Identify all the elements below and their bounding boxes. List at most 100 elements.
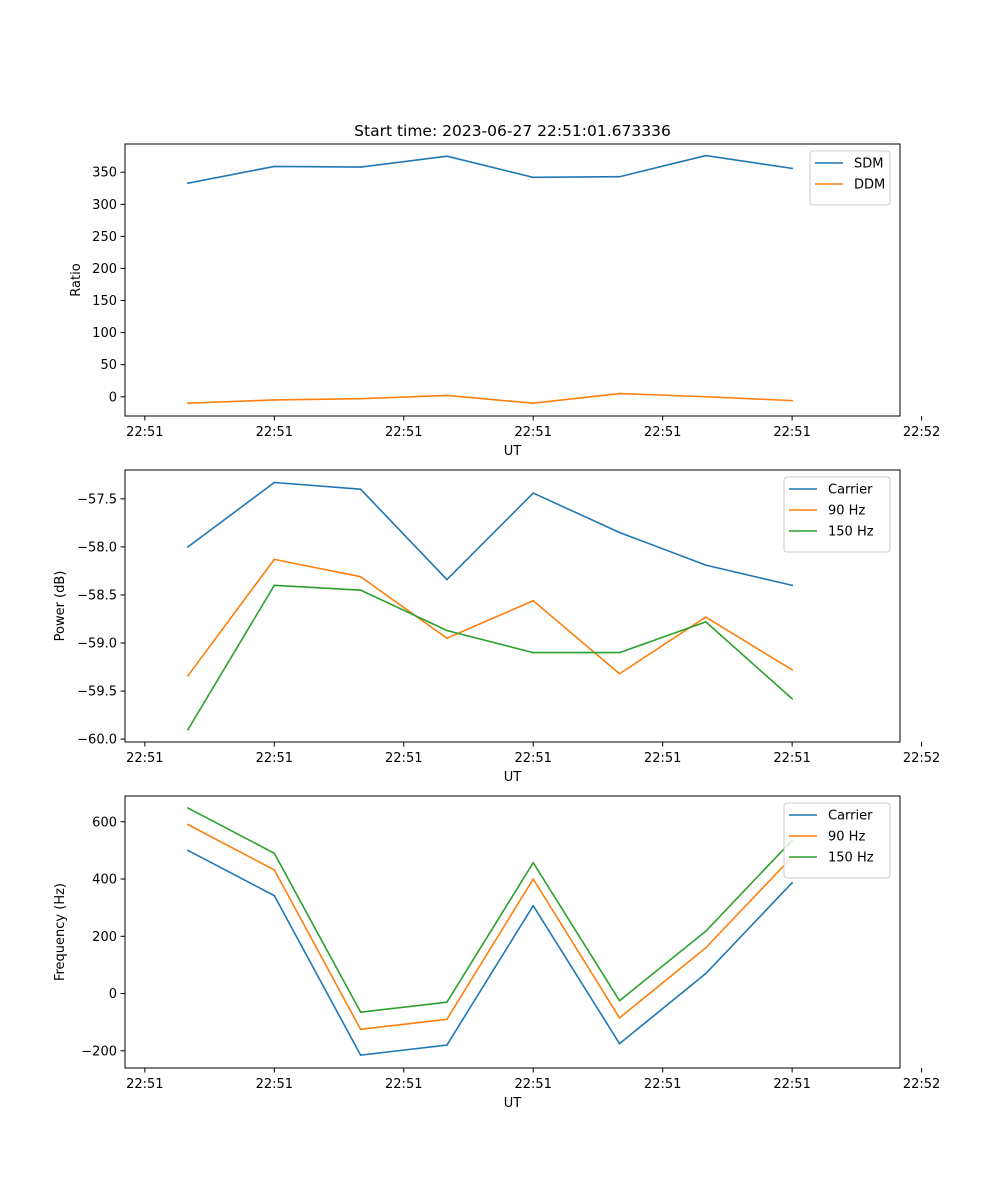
data-point-ddm-7 [705, 395, 707, 398]
x-tick-label: 22:51 [126, 425, 163, 440]
y-tick-label: 100 [92, 326, 117, 341]
x-tick-label: 22:51 [256, 751, 293, 766]
data-point-carrier-8 [791, 881, 793, 884]
y-tick-label: 200 [92, 930, 117, 945]
y-tick-label: −60.0 [77, 733, 117, 748]
x-tick-label: 22:51 [644, 751, 681, 766]
data-point-150-hz-3 [359, 1011, 362, 1013]
x-tick-label: 22:51 [514, 425, 551, 440]
data-point-carrier-3 [359, 1054, 362, 1056]
data-point-90-hz-8 [791, 669, 793, 671]
legend: Carrier 90 Hz 150 Hz [783, 476, 891, 553]
y-tick-label: 50 [100, 358, 117, 373]
legend-label: DDM [854, 178, 885, 193]
series-line-sdm [187, 154, 794, 185]
data-point-sdm-4 [446, 155, 448, 157]
data-point-150-hz-6 [618, 651, 621, 654]
data-point-carrier-4 [446, 1044, 448, 1046]
x-axis-label: UT [504, 444, 522, 459]
data-point-150-hz-4 [446, 1001, 448, 1003]
legend-label: 150 Hz [828, 851, 874, 866]
data-point-carrier-7 [705, 564, 707, 566]
data-point-150-hz-7 [705, 621, 707, 623]
data-point-150-hz-5 [532, 861, 535, 864]
x-tick-label: 22:51 [514, 751, 551, 766]
x-axis-label: UT [504, 1096, 522, 1111]
data-point-ddm-8 [791, 399, 793, 402]
x-tick-label: 22:51 [256, 425, 293, 440]
subplot-2: 22:51 22:51 22:51 22:51 22:51 22:51 22:52 −60.0… [53, 469, 940, 785]
y-tick-label: 150 [92, 294, 117, 309]
data-point-150-hz-5 [532, 651, 535, 654]
data-point-150-hz-8 [791, 697, 793, 700]
data-point-ddm-2 [273, 399, 276, 401]
x-tick-label: 22:51 [385, 751, 422, 766]
data-point-sdm-1 [187, 182, 189, 184]
data-point-150-hz-7 [705, 930, 707, 932]
data-point-150-hz-2 [273, 584, 276, 587]
data-point-ddm-6 [618, 392, 621, 395]
data-point-carrier-1 [187, 849, 189, 852]
series-line-carrier [186, 849, 794, 1056]
data-point-150-hz-2 [273, 852, 276, 855]
data-point-carrier-7 [705, 972, 707, 975]
data-point-sdm-5 [532, 176, 535, 179]
subplot-3: 22:51 22:51 22:51 22:51 22:51 22:51 22:52 −200 0… [53, 795, 940, 1111]
data-point-150-hz-1 [187, 807, 189, 809]
data-point-90-hz-5 [532, 878, 535, 880]
subplots: 22:51 22:51 22:51 22:51 22:51 22:51 22:52 0 50 10… [53, 143, 940, 1111]
data-point-ddm-1 [187, 402, 189, 404]
data-point-sdm-6 [618, 175, 621, 178]
data-point-carrier-2 [273, 894, 276, 897]
series-line-carrier [186, 481, 794, 587]
data-point-90-hz-3 [359, 575, 362, 578]
series-line-ddm [187, 392, 793, 404]
x-tick-label: 22:51 [644, 1077, 681, 1092]
legend: Carrier 90 Hz 150 Hz [783, 802, 891, 879]
legend-box [809, 150, 891, 206]
data-point-90-hz-5 [532, 599, 535, 602]
data-point-ddm-3 [359, 397, 362, 400]
y-axis-label: Frequency (Hz) [53, 883, 68, 981]
data-point-carrier-6 [618, 1042, 621, 1045]
y-tick-label: −57.5 [77, 492, 117, 507]
legend-label: 90 Hz [828, 504, 865, 519]
x-tick-label: 22:51 [385, 1077, 422, 1092]
y-tick-label: 400 [92, 873, 117, 888]
data-point-carrier-5 [532, 492, 535, 494]
data-point-ddm-5 [532, 402, 535, 404]
series-line-150-hz [186, 584, 794, 731]
data-point-150-hz-3 [359, 589, 362, 591]
data-point-carrier-3 [359, 488, 362, 491]
y-tick-label: 0 [109, 390, 117, 405]
data-point-90-hz-7 [705, 616, 707, 618]
y-tick-label: −58.5 [77, 588, 117, 603]
x-tick-label: 22:51 [385, 425, 422, 440]
x-tick-label: 22:51 [773, 425, 810, 440]
series-lines [186, 806, 794, 1056]
axes-frame [124, 795, 901, 1069]
x-axis-label: UT [504, 770, 522, 785]
data-point-90-hz-1 [187, 674, 189, 677]
x-tick-label: 22:51 [644, 425, 681, 440]
data-point-carrier-4 [446, 578, 448, 581]
legend-box [783, 802, 891, 879]
data-point-90-hz-4 [446, 637, 448, 639]
y-tick-label: 0 [109, 987, 117, 1002]
y-axis-label: Power (dB) [53, 571, 68, 642]
data-point-sdm-3 [359, 166, 362, 168]
data-point-sdm-2 [273, 165, 276, 168]
x-tick-label: 22:51 [256, 1077, 293, 1092]
x-tick-label: 22:52 [903, 1077, 940, 1092]
y-tick-label: 250 [92, 230, 117, 245]
data-point-150-hz-4 [446, 629, 448, 632]
legend-label: Carrier [828, 483, 873, 498]
y-tick-label: −59.5 [77, 685, 117, 700]
data-point-90-hz-6 [618, 1017, 621, 1019]
y-tick-label: 300 [92, 198, 117, 213]
data-point-carrier-1 [187, 546, 189, 548]
data-point-90-hz-2 [273, 558, 276, 561]
x-tick-label: 22:52 [903, 425, 940, 440]
data-point-90-hz-6 [618, 672, 621, 675]
y-tick-label: 200 [92, 262, 117, 277]
